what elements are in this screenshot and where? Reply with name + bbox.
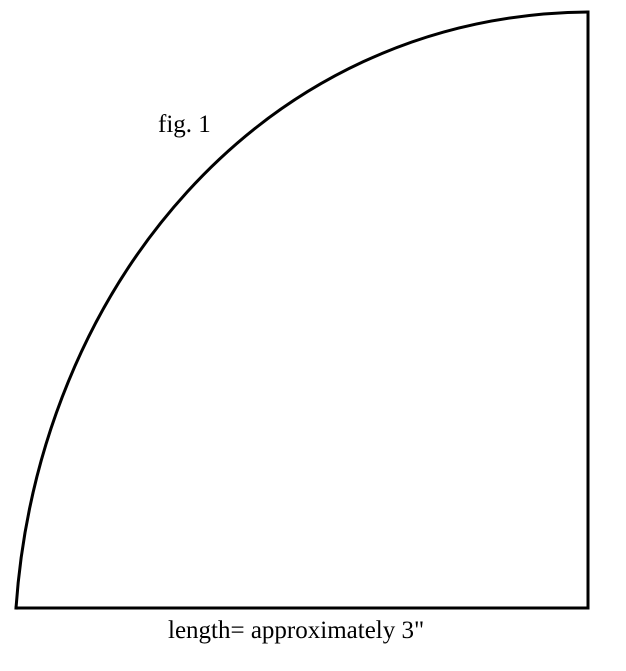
length-caption: length= approximately 3"	[168, 617, 425, 644]
figure-label: fig. 1	[158, 111, 211, 138]
curved-edge	[14, 10, 590, 610]
